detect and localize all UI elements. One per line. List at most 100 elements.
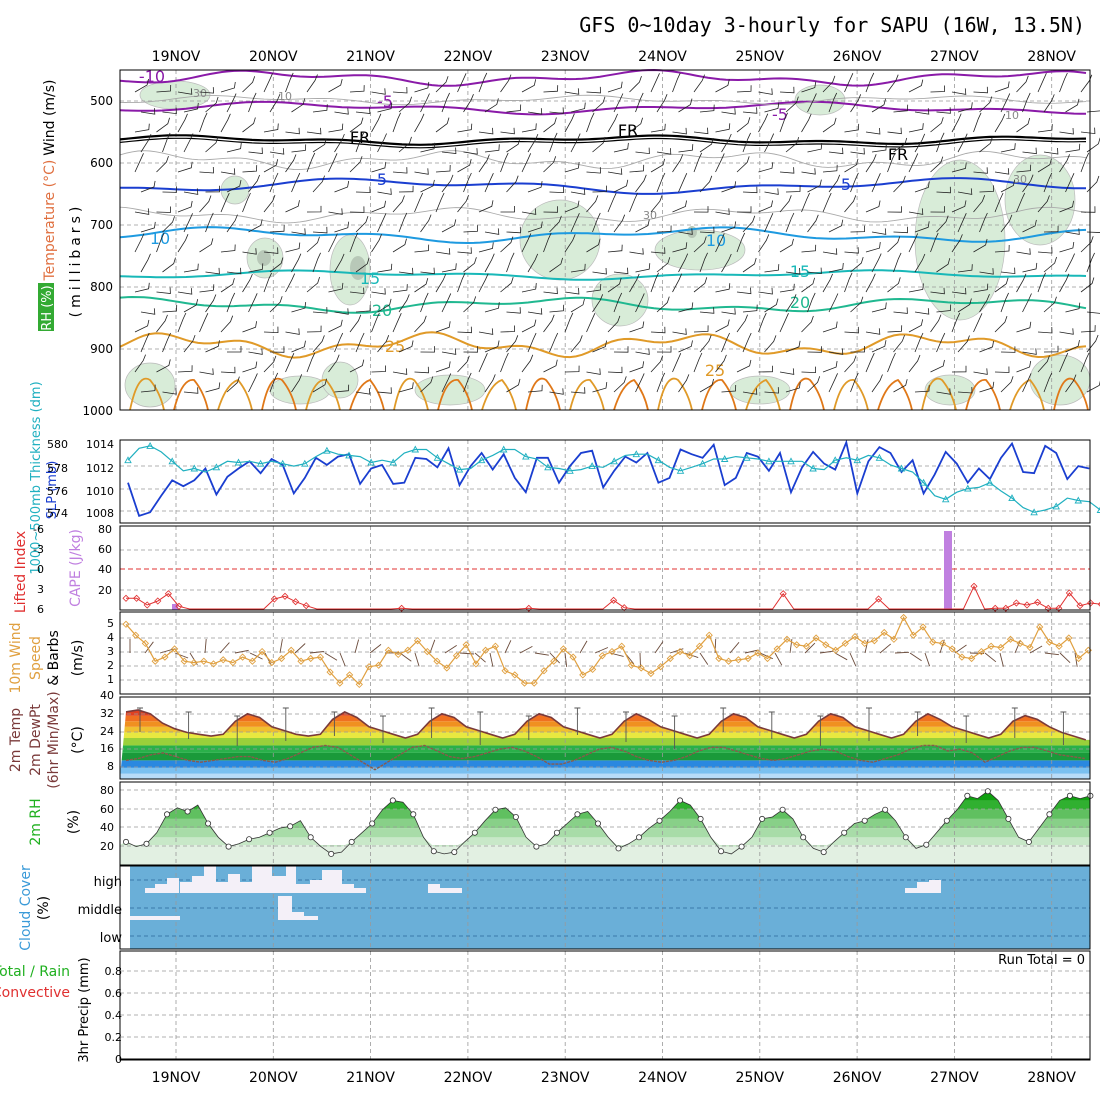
wind-barb <box>979 137 993 153</box>
contour-label: 10 <box>706 231 726 250</box>
wind-barb <box>656 372 666 393</box>
wind-barb <box>248 92 257 113</box>
wind-barb <box>263 194 276 213</box>
wind-speed-marker <box>1036 623 1044 631</box>
wind-barb <box>463 346 478 353</box>
thickness-marker <box>809 464 817 472</box>
wind-barb <box>1086 110 1100 113</box>
wind-barb <box>656 172 666 193</box>
wind-barb <box>220 81 236 93</box>
tick-labels: 500 600 700 800 900 1000 580 578 576 574… <box>33 94 1085 1066</box>
wind-barb <box>693 325 709 333</box>
rh-base <box>120 845 1090 865</box>
contour-label: 30 <box>1013 173 1027 186</box>
cloud-block <box>310 880 322 893</box>
wind-barb <box>807 292 816 313</box>
wind-barb <box>1037 124 1053 133</box>
wind-barb <box>629 117 643 133</box>
minmax-bar <box>963 715 970 743</box>
rh-shading <box>321 361 359 399</box>
wind-speed-marker <box>569 653 577 661</box>
wind-speed-marker <box>938 639 947 648</box>
wind-speed-marker <box>141 639 150 648</box>
wind-barb <box>549 388 564 395</box>
wind-barb <box>850 296 864 313</box>
wind-barb <box>349 156 363 173</box>
wind-barb <box>758 113 769 133</box>
thickness-marker <box>964 484 972 492</box>
wind-barb <box>1000 267 1016 275</box>
wind-barb <box>822 273 833 293</box>
wind-barb <box>650 272 659 293</box>
wind-speed-marker <box>676 647 684 656</box>
contour-label: 5 <box>377 170 387 189</box>
wind-barb <box>801 81 817 93</box>
wind-barb <box>199 238 214 253</box>
wind-barb <box>334 332 344 353</box>
wind-barb <box>457 272 466 293</box>
date-label-top: 28NOV <box>1027 49 1076 65</box>
ylabel-minmax: (6hr Min/Max) <box>46 691 62 788</box>
wind-barb <box>543 314 555 333</box>
rh-marker <box>225 843 232 850</box>
wind-barb <box>177 365 193 373</box>
li-tick-m6: -6 <box>33 523 44 536</box>
rh-marker <box>410 811 417 818</box>
slp-tick-1014: 1014 <box>86 438 114 451</box>
wind-barb <box>672 353 682 373</box>
wind-speed-marker <box>297 657 305 665</box>
wind-barb <box>543 232 552 253</box>
wind-barb <box>527 253 539 273</box>
wind-speed-marker <box>802 642 811 650</box>
cape-panel-frame <box>119 525 1091 611</box>
wind-barb <box>457 159 472 173</box>
temperature-contour-low <box>789 377 825 411</box>
wind-barb-10m <box>534 652 549 656</box>
wind-barb <box>1059 352 1069 373</box>
cloud-block <box>130 916 180 920</box>
wind-barb-10m <box>954 644 967 654</box>
wind-barb <box>951 162 967 173</box>
temperature-contour-low <box>921 377 957 411</box>
wind-barb <box>979 185 994 193</box>
wind-barb <box>865 273 876 293</box>
wind-barb <box>162 257 176 273</box>
wind-speed-marker <box>724 657 733 665</box>
wind-speed-marker <box>443 664 451 672</box>
temp-band <box>120 715 1090 722</box>
wind-speed-marker <box>423 647 431 656</box>
date-label-bottom: 27NOV <box>930 1070 979 1086</box>
date-label-top: 22NOV <box>444 49 493 65</box>
wind-barb <box>1022 348 1037 355</box>
wind-barb <box>1086 137 1100 153</box>
wind-barb <box>586 195 599 213</box>
wind-barb <box>205 267 220 275</box>
wind-barb <box>398 382 414 393</box>
wind-barb <box>328 123 344 133</box>
thickness-marker <box>256 459 265 467</box>
thickness-marker <box>234 458 243 466</box>
lifted-index-marker <box>1097 601 1100 607</box>
wind-barb <box>779 112 788 133</box>
wind-barb <box>672 154 684 173</box>
wind-barb <box>779 368 795 375</box>
wind-barb <box>607 81 623 93</box>
wind-barb <box>543 287 558 295</box>
wind-speed-marker <box>812 634 820 642</box>
wind-barb-10m <box>879 643 891 654</box>
wind-speed-marker <box>608 647 616 656</box>
wind-barb <box>334 384 350 393</box>
wind-barb <box>871 253 882 273</box>
thickness-marker <box>455 465 464 473</box>
thickness-marker <box>1008 494 1016 502</box>
cloud-block <box>296 884 310 893</box>
wind-barb <box>930 232 939 253</box>
wind-barb <box>371 365 386 373</box>
wind-barb <box>564 88 580 95</box>
wind-speed-marker <box>122 620 130 628</box>
wind-barb <box>420 376 434 393</box>
cloud-block <box>929 880 941 893</box>
wind-barb <box>242 273 253 293</box>
run-total-label: Run Total = 0 <box>998 953 1085 968</box>
wind-barb-10m <box>159 648 174 654</box>
